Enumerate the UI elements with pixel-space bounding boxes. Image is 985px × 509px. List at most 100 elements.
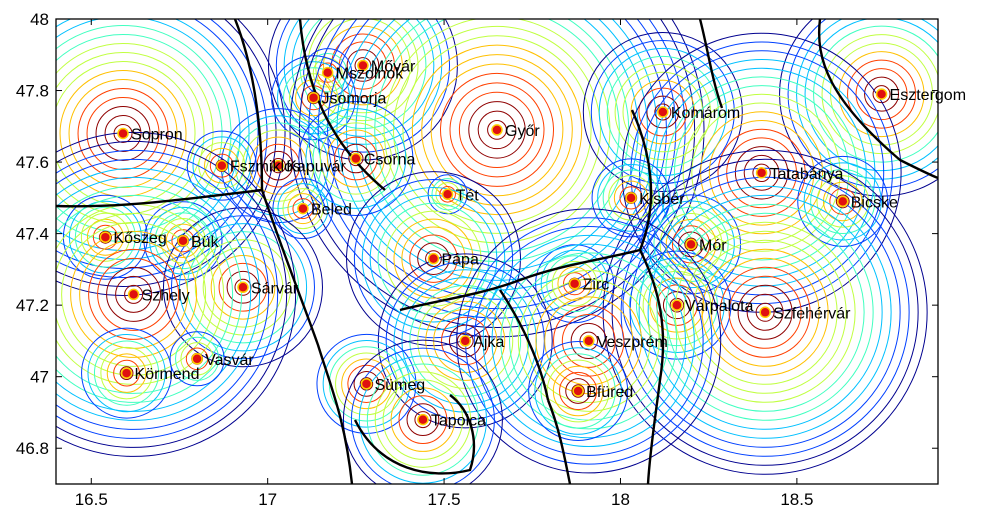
contour-ring [345, 171, 521, 347]
contour-ring [630, 79, 696, 145]
boundary-veszprem-south [546, 399, 572, 484]
contour-ring [56, 149, 279, 439]
city-label: Szhely [142, 287, 190, 304]
contour-ring [582, 32, 743, 192]
city-label: Beled [311, 202, 352, 219]
city-label: Bfüred [586, 384, 633, 401]
contour-ring [743, 154, 780, 191]
contour-ring [56, 212, 216, 376]
boundary-gyor-komarom [630, 109, 653, 251]
contour-ring [835, 194, 850, 209]
y-axis: 46.8 47 47.2 47.4 47.6 47.8 48 [16, 10, 938, 458]
contour-ring [374, 19, 620, 253]
city-label: Bük [191, 234, 220, 251]
contour-ring [654, 103, 672, 121]
contour-ring [393, 25, 601, 234]
contour-ring [106, 353, 147, 393]
city-label: Kőszeg [113, 230, 166, 247]
contour-ring [425, 300, 506, 381]
contour-ring [335, 352, 398, 416]
y-tick-label: 47.4 [16, 225, 49, 244]
city-label: Győr [505, 123, 540, 140]
city-label: Csorna [364, 152, 416, 169]
contour-ring [56, 140, 288, 448]
contour-ring [431, 178, 464, 211]
city-label: Kapuvár [286, 159, 346, 176]
city-marker [307, 91, 320, 104]
contour-ring [56, 167, 261, 421]
boundary-sopron-east [233, 19, 264, 191]
x-axis: 16.5 17 17.5 18 18.5 [75, 19, 813, 509]
contour-ring [298, 19, 696, 328]
contour-ring [87, 334, 166, 413]
contour-ring [622, 71, 704, 153]
contour-ring [282, 188, 324, 230]
contour-ring [614, 63, 712, 161]
contour-ring [390, 387, 456, 452]
contour-ring [810, 168, 876, 235]
contour-ring [468, 101, 526, 159]
contour-ring [312, 115, 400, 202]
contour-ring [710, 257, 820, 367]
city-marker [417, 413, 429, 426]
city-marker [117, 127, 129, 140]
city-label: Mszolnok [336, 66, 405, 83]
contour-ring [656, 203, 874, 421]
contour-ring [473, 226, 704, 456]
region-boundaries [56, 19, 938, 484]
contour-ring [787, 19, 938, 189]
contour-ring [98, 230, 112, 244]
city-label: Várpalota [685, 298, 754, 315]
contour-ring [277, 183, 329, 235]
contour-ring [797, 155, 889, 247]
city-marker [216, 159, 228, 172]
city-marker [671, 299, 683, 311]
contour-ring [752, 163, 771, 183]
contour-ring [427, 174, 468, 215]
y-tick-label: 47.8 [16, 82, 49, 101]
contour-ring [100, 346, 153, 400]
contour-ring [401, 226, 466, 291]
contour-ring [847, 59, 917, 129]
city-label: Sopron [131, 126, 183, 143]
boundary-papa-ajka [399, 248, 641, 312]
contour-ring [113, 359, 140, 387]
contour-ring [56, 158, 270, 430]
contour-ring [322, 340, 411, 428]
contour-ring [653, 206, 729, 282]
contour-ring [62, 194, 148, 280]
y-tick-label: 47.6 [16, 153, 49, 172]
contour-ring [629, 257, 725, 353]
contour-ring [289, 73, 339, 123]
contour-ring [665, 212, 865, 412]
city-marker [625, 192, 637, 204]
city-marker [237, 281, 249, 294]
contour-ring [565, 378, 592, 404]
contour-ring [821, 34, 938, 155]
contour-ring [319, 122, 392, 195]
city-marker [120, 367, 133, 379]
contour-ring [202, 246, 284, 328]
contour-ring [557, 266, 592, 301]
contour-ring [56, 19, 268, 278]
contour-ring [124, 284, 144, 304]
contour-ring [606, 55, 719, 169]
contour-ring [440, 72, 554, 187]
city-marker [191, 353, 203, 365]
city-label: Kisbér [639, 191, 685, 208]
contour-ring [559, 371, 598, 411]
city-label: Tét [456, 187, 480, 204]
contour-ring [608, 175, 654, 221]
contour-ring [61, 221, 207, 367]
contour-ring [326, 129, 385, 188]
contour-ring [691, 102, 832, 244]
city-marker [177, 235, 189, 247]
city-marker [568, 277, 581, 290]
contour-ring [92, 224, 118, 250]
contour-ring [590, 40, 735, 184]
contour-ring [366, 363, 480, 476]
contour-ring [674, 221, 856, 403]
city-marker [127, 288, 140, 301]
city-marker [360, 378, 373, 390]
